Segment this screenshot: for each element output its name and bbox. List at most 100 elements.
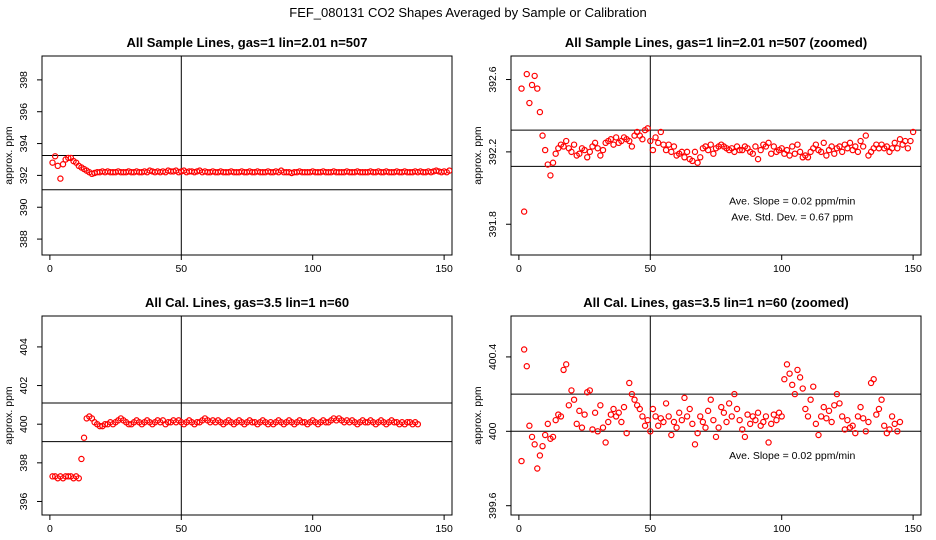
data-point <box>615 409 622 416</box>
data-point <box>760 418 767 426</box>
data-point <box>626 137 633 145</box>
data-point <box>57 175 64 182</box>
data-point <box>831 402 838 409</box>
data-point <box>770 143 778 150</box>
data-point <box>581 146 588 154</box>
data-point <box>322 419 330 426</box>
y-axis-label: approx. ppm <box>3 126 15 185</box>
data-point <box>654 422 662 429</box>
data-point <box>605 418 612 426</box>
data-point <box>754 155 762 163</box>
data-point <box>54 162 61 170</box>
data-point <box>752 416 759 424</box>
data-point <box>894 145 901 152</box>
data-point <box>536 452 544 459</box>
data-point <box>799 385 806 392</box>
x-tick-label: 150 <box>435 523 453 535</box>
y-tick-label: 404 <box>18 338 30 356</box>
data-point <box>689 420 696 428</box>
data-point <box>683 413 691 420</box>
data-point <box>531 72 538 80</box>
data-point <box>697 413 704 420</box>
data-point <box>715 424 722 431</box>
data-point <box>414 420 422 428</box>
data-point <box>683 148 691 156</box>
y-axis-label: approx. ppm <box>472 386 484 445</box>
data-point <box>552 150 559 157</box>
data-point <box>702 424 709 431</box>
data-point <box>591 139 599 147</box>
data-point <box>865 418 872 426</box>
data-point <box>565 402 573 409</box>
data-point <box>825 407 833 415</box>
data-point <box>728 413 735 420</box>
plot-frame <box>510 55 922 256</box>
x-tick-label: 100 <box>304 263 322 275</box>
data-point <box>678 416 686 424</box>
plot-title: All Cal. Lines, gas=3.5 lin=1 n=60 (zoom… <box>583 295 849 310</box>
data-point <box>736 416 743 424</box>
plot-title: All Cal. Lines, gas=3.5 lin=1 n=60 <box>145 295 349 310</box>
data-point <box>541 431 549 439</box>
data-point <box>710 416 717 424</box>
plot-p1: All Sample Lines, gas=1 lin=2.01 n=507 0 5… <box>3 35 453 275</box>
data-point <box>686 405 693 413</box>
plot-frame <box>41 315 453 516</box>
data-point <box>549 433 557 441</box>
y-axis-label: approx. ppm <box>472 126 484 185</box>
data-point <box>670 143 678 150</box>
data-point <box>878 396 885 403</box>
data-point <box>697 154 704 161</box>
data-point <box>639 136 646 143</box>
data-point <box>568 148 575 156</box>
data-point <box>249 419 256 426</box>
x-tick-label: 150 <box>435 263 453 275</box>
data-point <box>586 148 594 156</box>
data-point <box>746 420 754 428</box>
x-tick-label: 50 <box>175 263 187 275</box>
data-point <box>631 396 638 403</box>
data-point <box>610 141 617 148</box>
data-point <box>767 150 775 157</box>
data-point <box>75 475 82 482</box>
data-point <box>404 419 411 426</box>
data-point <box>536 108 544 116</box>
data-points <box>49 413 422 482</box>
data-point <box>907 137 914 145</box>
data-point <box>815 431 822 439</box>
data-point <box>164 419 172 426</box>
data-point <box>733 405 741 413</box>
data-point <box>581 411 588 418</box>
data-point <box>854 148 862 156</box>
data-point <box>660 141 667 148</box>
data-point <box>846 139 854 147</box>
data-point <box>689 157 696 165</box>
data-point <box>628 390 636 398</box>
data-point <box>573 420 580 428</box>
data-point <box>789 381 796 389</box>
data-point <box>762 413 770 420</box>
data-point <box>749 150 756 157</box>
data-point <box>626 379 633 387</box>
data-point <box>694 429 701 437</box>
data-point <box>562 361 570 368</box>
data-point <box>539 132 546 139</box>
data-point <box>707 141 714 148</box>
data-point <box>544 420 551 428</box>
data-point <box>875 405 883 413</box>
data-point <box>823 152 830 159</box>
data-point <box>644 416 651 424</box>
data-points <box>49 153 452 182</box>
data-point <box>65 473 72 480</box>
y-tick-label: 399.6 <box>487 492 499 518</box>
data-point <box>101 420 109 428</box>
data-point <box>49 473 56 480</box>
data-point <box>557 413 565 420</box>
data-point <box>602 439 609 446</box>
data-point <box>193 419 201 426</box>
data-point <box>881 422 888 429</box>
data-point <box>820 403 827 411</box>
x-tick-label: 0 <box>47 263 53 275</box>
plot-p4: All Cal. Lines, gas=3.5 lin=1 n=60 (zoom… <box>472 295 922 535</box>
